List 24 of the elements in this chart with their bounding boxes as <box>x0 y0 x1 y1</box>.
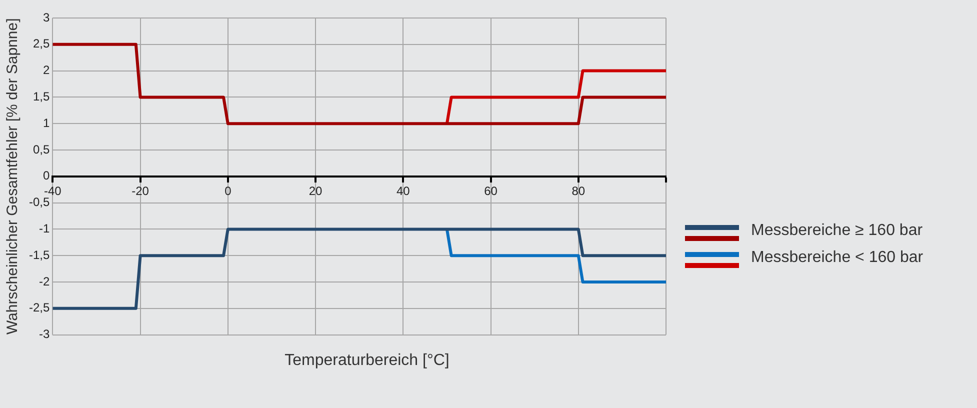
y-tick-label: 1,5 <box>32 90 50 104</box>
y-tick-label: -3 <box>39 327 50 342</box>
y-tick-label: -1 <box>39 222 50 236</box>
x-tick-label: 60 <box>484 184 498 198</box>
legend-label: Messbereiche < 160 bar <box>751 249 924 267</box>
y-tick-label: -2 <box>39 274 50 288</box>
y-tick-label: 2,5 <box>32 36 50 51</box>
y-tick-label: 1 <box>42 116 50 130</box>
x-tick-label: 40 <box>396 184 410 198</box>
y-tick-label: 0,5 <box>32 142 50 156</box>
y-axis-title: Wahrscheinlicher Gesamtfehler [% der Sapnne] <box>4 18 22 335</box>
legend-label: Messbereiche ≥ 160 bar <box>751 222 923 240</box>
x-tick-label: -40 <box>44 184 62 198</box>
y-tick-label: -0,5 <box>28 195 50 210</box>
y-tick-label: -1,5 <box>28 248 50 262</box>
x-tick-label: 20 <box>308 184 323 198</box>
y-tick-label: 3 <box>42 10 50 24</box>
x-axis-title: Temperaturbereich [°C] <box>284 352 450 370</box>
y-tick-label: -2,5 <box>28 300 50 315</box>
y-tick-label: 2 <box>42 63 50 78</box>
x-tick-label: 0 <box>224 184 232 198</box>
y-tick-label: 0 <box>42 168 50 183</box>
x-tick-label: -20 <box>132 184 150 198</box>
x-tick-label: 80 <box>572 184 586 198</box>
